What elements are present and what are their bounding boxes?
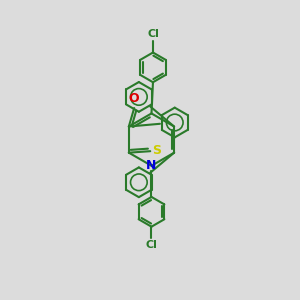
Text: Cl: Cl xyxy=(146,240,158,250)
Text: S: S xyxy=(152,144,161,157)
Text: Cl: Cl xyxy=(147,29,159,39)
Text: N: N xyxy=(146,159,157,172)
Text: O: O xyxy=(129,92,140,104)
